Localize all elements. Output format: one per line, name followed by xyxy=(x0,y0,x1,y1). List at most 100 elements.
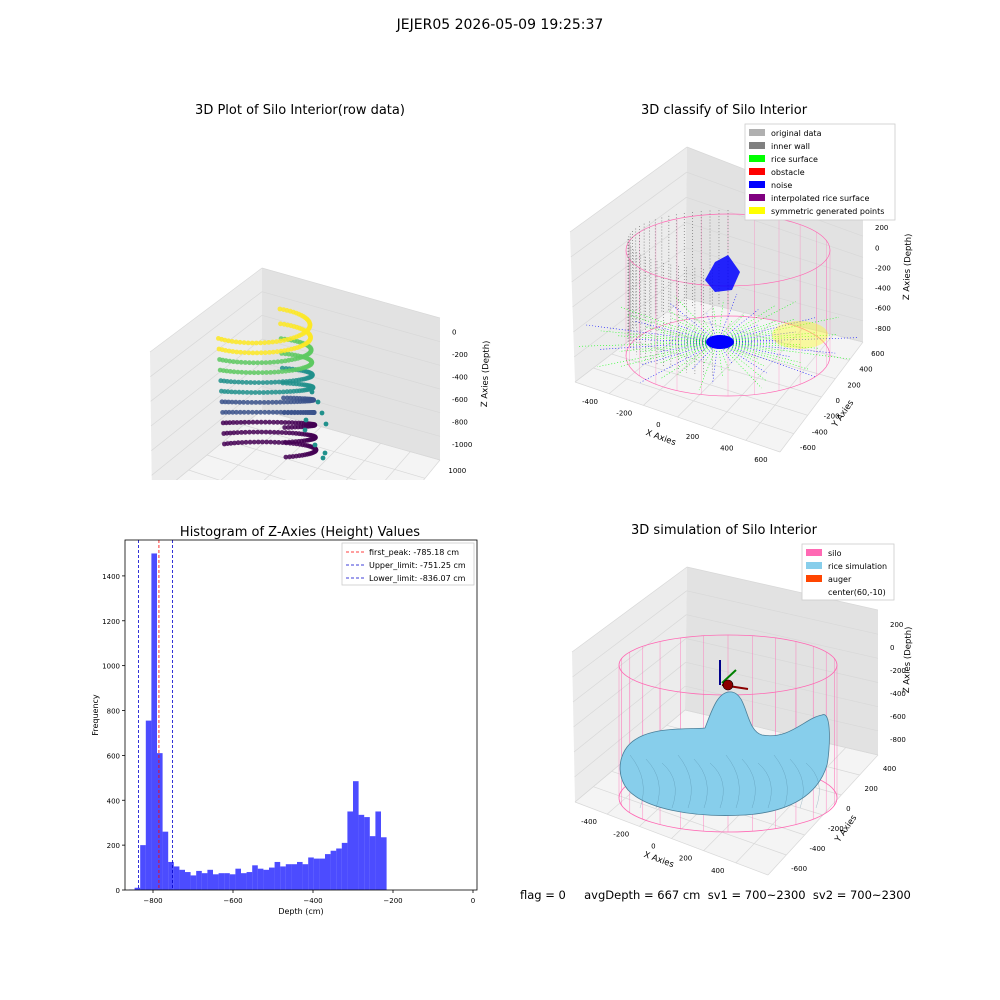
raw-point xyxy=(275,359,281,365)
raw-point xyxy=(273,389,279,395)
y-tick-label: 1400 xyxy=(102,573,120,581)
legend-swatch xyxy=(806,575,822,582)
x-tick-label: 0 xyxy=(651,842,655,850)
raw-point xyxy=(233,339,239,345)
rice-surface-points xyxy=(717,334,838,343)
raw-outlier-point xyxy=(322,450,328,456)
y-tick-label: -600 xyxy=(800,444,816,452)
raw-point xyxy=(281,389,286,395)
raw-point xyxy=(255,360,260,366)
mesh-line xyxy=(629,754,644,809)
raw-point xyxy=(245,409,251,415)
histogram-bar xyxy=(179,869,185,890)
mesh-line xyxy=(693,758,708,809)
z-tick-label: -400 xyxy=(452,374,468,382)
rice-surface-points xyxy=(619,341,719,367)
noise-cluster xyxy=(706,335,734,349)
histogram-bar xyxy=(381,837,387,890)
x-tick-label: 0 xyxy=(471,897,475,905)
raw-point xyxy=(236,379,241,385)
z-axis-label: Z Axies (Depth) xyxy=(902,626,914,693)
wall-grid-line xyxy=(571,566,688,653)
raw-point xyxy=(244,390,250,395)
y-tick-label: 0 xyxy=(836,397,840,405)
x-tick-label: 400 xyxy=(711,867,724,875)
raw-point xyxy=(279,420,284,425)
raw-point xyxy=(216,336,221,341)
raw-point xyxy=(279,359,284,364)
wall-grid-line xyxy=(685,247,864,301)
raw-point xyxy=(262,409,268,415)
rice-surface-points xyxy=(640,341,719,383)
classify-3d-plot: -400 -200 0 200 400 600 -600 -400 -200 0 200 400 600… xyxy=(569,123,914,464)
raw-point xyxy=(284,379,289,384)
raw-point xyxy=(274,339,279,344)
mesh-line xyxy=(725,754,740,809)
noise-cluster xyxy=(705,255,740,292)
raw-point xyxy=(277,389,282,395)
histogram-bar xyxy=(145,720,152,890)
histogram-bar xyxy=(330,850,337,890)
rice-surface-points xyxy=(717,341,766,381)
histogram-bar xyxy=(347,811,353,890)
simulation-legend: silo rice simulation auger center(60,-10) xyxy=(801,543,895,601)
raw-outlier-point xyxy=(319,410,325,416)
raw-point xyxy=(272,439,278,445)
wall-grid-line xyxy=(572,590,687,678)
z-tick-label: -1000 xyxy=(452,441,472,449)
histogram-title: Histogram of Z-Axies (Height) Values xyxy=(180,525,420,540)
histogram-bar xyxy=(302,864,309,890)
raw-point xyxy=(276,440,282,445)
classify-point-cloud xyxy=(577,210,859,397)
legend-label: first_peak: -785.18 cm xyxy=(369,548,459,557)
auger-center-marker xyxy=(722,679,734,691)
classify-legend-box xyxy=(744,123,896,221)
raw-point xyxy=(286,420,292,425)
raw-point xyxy=(251,439,257,445)
raw-point xyxy=(249,400,255,405)
raw-point xyxy=(252,390,258,395)
raw-point xyxy=(266,409,272,415)
raw-point xyxy=(274,349,280,355)
raw-point xyxy=(250,350,256,356)
rice-surface-points xyxy=(706,313,719,343)
rice-surface-points xyxy=(717,341,730,371)
y-tick-label: 400 xyxy=(107,797,120,805)
raw-point xyxy=(261,390,266,395)
raw-point xyxy=(231,359,236,365)
x-tick-label: 200 xyxy=(679,855,692,863)
z-tick-label: -200 xyxy=(875,264,891,272)
raw-point xyxy=(267,419,272,425)
raw-point xyxy=(221,431,227,436)
floor-grid-line xyxy=(385,451,411,480)
legend-label: symmetric generated points xyxy=(771,207,884,216)
raw-point xyxy=(270,349,276,355)
rice-surface-points xyxy=(717,321,776,343)
histogram-bar xyxy=(207,869,213,890)
raw-point xyxy=(233,399,239,405)
raw-point xyxy=(272,379,278,385)
auger-axis-y xyxy=(721,669,737,684)
y-tick-label: 1200 xyxy=(102,618,120,626)
y-tick-label: 600 xyxy=(107,752,120,760)
simulation-plot-title: 3D simulation of Silo Interior xyxy=(631,523,817,538)
rice-surface-points xyxy=(717,341,759,360)
raw-point xyxy=(271,419,276,425)
rice-surface-points xyxy=(597,341,719,368)
raw-point xyxy=(265,400,271,405)
raw-point xyxy=(238,349,244,355)
histogram-bar xyxy=(246,872,253,890)
raw-point xyxy=(231,369,237,375)
plot-frame xyxy=(124,539,478,891)
rice-surface-points xyxy=(670,303,719,343)
y-tick-label: -400 xyxy=(812,428,828,436)
rice-surface-points xyxy=(717,341,801,363)
raw-point xyxy=(251,370,257,376)
x-tick-label: −400 xyxy=(303,897,322,905)
rice-surface-points xyxy=(617,335,719,343)
raw-point xyxy=(246,419,252,425)
raw-outlier-point xyxy=(323,421,329,427)
rice-surface-points xyxy=(635,339,719,343)
legend-label: auger xyxy=(828,575,852,584)
histogram-bar xyxy=(369,836,376,890)
